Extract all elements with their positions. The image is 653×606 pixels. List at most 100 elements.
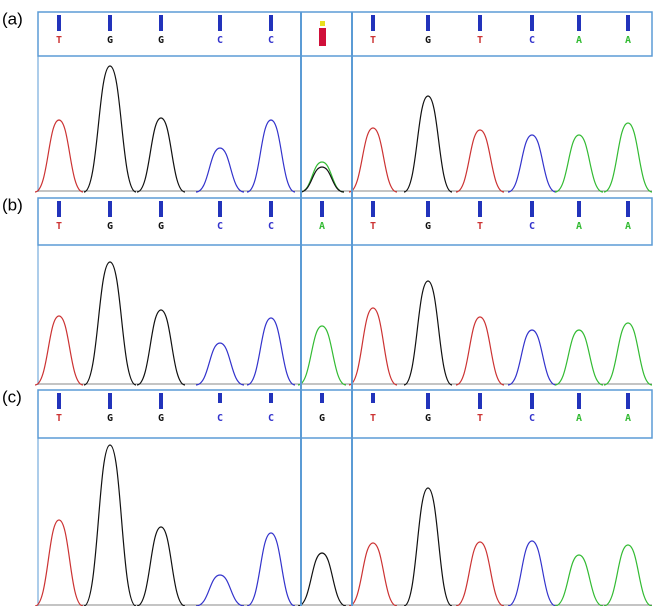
peak	[35, 316, 83, 385]
base-tick	[57, 201, 61, 217]
base-tick	[577, 393, 581, 409]
panel-label: (a)	[2, 9, 23, 28]
base-letter: A	[576, 221, 582, 232]
peak	[35, 120, 83, 192]
peak	[508, 330, 556, 385]
base-letter: A	[625, 35, 631, 46]
base-tick	[426, 201, 430, 217]
peak	[196, 343, 244, 385]
base-letter: G	[107, 413, 113, 424]
base-letter: C	[217, 35, 223, 46]
base-tick	[218, 15, 222, 31]
base-tick	[530, 393, 534, 409]
base-tick	[108, 393, 112, 409]
base-tick	[320, 201, 324, 217]
base-tick	[371, 393, 375, 403]
base-header	[38, 12, 652, 56]
peak	[508, 541, 556, 606]
base-tick	[159, 393, 163, 409]
mixed-base-marker	[319, 28, 326, 46]
peak	[84, 445, 136, 606]
base-tick	[626, 393, 630, 409]
peak	[196, 575, 244, 606]
base-letter: G	[158, 35, 164, 46]
base-letter: A	[625, 413, 631, 424]
peak	[84, 262, 136, 385]
base-tick	[626, 201, 630, 217]
base-letter: G	[425, 413, 431, 424]
peak	[298, 326, 346, 385]
base-letter: A	[625, 221, 631, 232]
base-tick	[57, 393, 61, 409]
page: {"colors": {"A": "#33bb33", "C": "#3333c…	[0, 0, 653, 606]
base-letter: C	[217, 221, 223, 232]
base-tick	[159, 201, 163, 217]
base-letter: T	[56, 413, 62, 424]
base-letter: A	[576, 35, 582, 46]
peak	[555, 330, 603, 385]
base-letter: G	[107, 35, 113, 46]
peak	[300, 167, 344, 192]
peak	[456, 130, 504, 192]
base-letter: A	[319, 221, 325, 232]
base-tick	[108, 15, 112, 31]
peak	[404, 281, 452, 385]
base-tick	[269, 393, 273, 403]
peak	[404, 488, 452, 606]
base-letter: C	[268, 413, 274, 424]
peak	[247, 533, 295, 606]
base-letter: A	[576, 413, 582, 424]
peak	[555, 135, 603, 192]
peak	[604, 545, 652, 606]
peak	[247, 120, 295, 192]
base-tick	[530, 201, 534, 217]
base-letter: C	[268, 221, 274, 232]
base-letter: G	[158, 413, 164, 424]
base-tick	[478, 393, 482, 409]
panel-label: (b)	[2, 195, 23, 214]
base-letter: G	[158, 221, 164, 232]
base-letter: T	[56, 221, 62, 232]
base-letter: T	[477, 35, 483, 46]
peak	[456, 542, 504, 606]
base-tick	[577, 201, 581, 217]
peak	[349, 128, 397, 192]
peak	[84, 66, 136, 192]
base-letter: T	[477, 221, 483, 232]
base-tick	[426, 393, 430, 409]
base-letter: T	[370, 413, 376, 424]
base-tick	[269, 15, 273, 31]
base-tick	[371, 201, 375, 217]
base-header	[38, 390, 652, 438]
base-tick	[108, 201, 112, 217]
peak	[137, 527, 185, 606]
peak	[298, 553, 346, 606]
peak	[604, 123, 652, 192]
base-letter: G	[107, 221, 113, 232]
chromatogram-figure: (a)TGGCCTGTCAA(b)TGGCCATGTCAA(c)TGGCCGTG…	[0, 0, 653, 606]
base-letter: T	[370, 221, 376, 232]
base-tick	[320, 393, 324, 403]
base-letter: C	[217, 413, 223, 424]
base-letter: C	[268, 35, 274, 46]
peak	[349, 308, 397, 385]
base-letter: C	[529, 35, 535, 46]
base-tick	[626, 15, 630, 31]
peak	[137, 310, 185, 385]
mixed-base-dot	[320, 21, 325, 26]
base-tick	[218, 393, 222, 403]
base-letter: T	[477, 413, 483, 424]
peak	[604, 323, 652, 385]
peak	[137, 118, 185, 192]
peak	[247, 318, 295, 385]
peak	[196, 148, 244, 192]
base-tick	[530, 15, 534, 31]
peak	[456, 317, 504, 385]
base-tick	[426, 15, 430, 31]
base-tick	[57, 15, 61, 31]
base-letter: G	[425, 35, 431, 46]
base-header	[38, 198, 652, 245]
base-letter: C	[529, 413, 535, 424]
base-letter: T	[370, 35, 376, 46]
peak	[404, 96, 452, 192]
